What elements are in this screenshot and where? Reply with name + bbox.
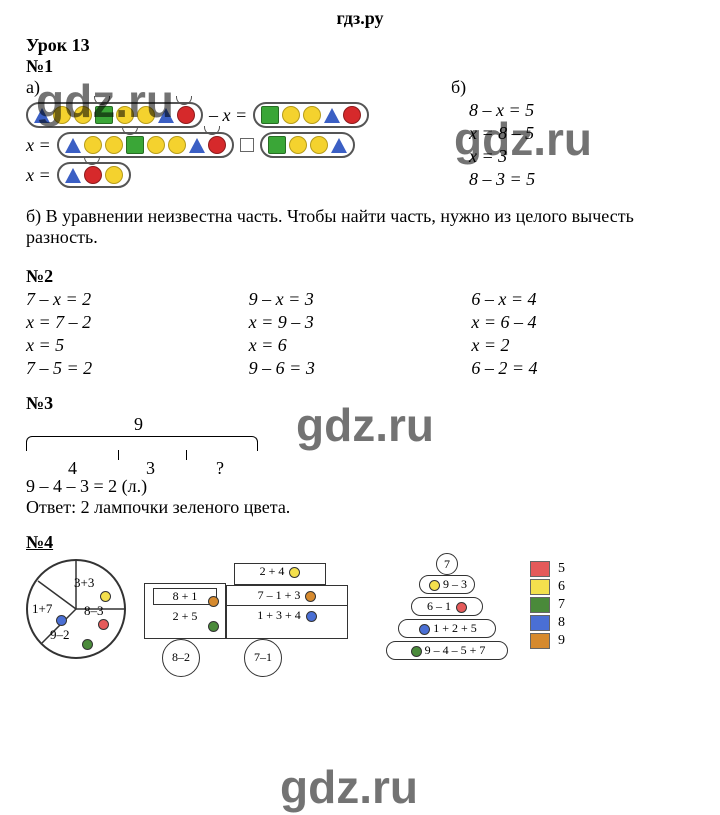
p2-c2-0: 9 – x = 3: [249, 289, 472, 310]
p1-num: №1: [26, 56, 694, 77]
p2-c2-3: 9 – 6 = 3: [249, 358, 472, 379]
p3-ans: Ответ: 2 лампочки зеленого цвета.: [26, 497, 694, 518]
legend: 5 6 7 8 9: [530, 559, 565, 651]
pill-whole: [26, 102, 203, 128]
p2-c1-0: 7 – x = 2: [26, 289, 249, 310]
p1-explain: б) В уравнении неизвестна часть. Чтобы н…: [26, 206, 694, 248]
pyr-l1: 9 – 3: [443, 577, 467, 591]
p4-num: №4: [26, 532, 694, 553]
p2-c3-1: x = 6 – 4: [471, 312, 694, 333]
pill-diff2: [260, 132, 355, 158]
p1-b-eq1: 8 – x = 5: [469, 100, 694, 121]
p2-c1-3: 7 – 5 = 2: [26, 358, 249, 379]
p2-c1-1: x = 7 – 2: [26, 312, 249, 333]
p1-a-line1: – x =: [26, 102, 421, 128]
legend-sw-8: [530, 615, 550, 631]
pie-a: 3+3: [74, 575, 94, 591]
legend-sw-7: [530, 597, 550, 613]
p1-b-label: б): [451, 77, 466, 97]
p1-a-line2: x =: [26, 132, 421, 158]
truck-mid: 7 – 1 + 3: [258, 588, 301, 602]
p4-row: 3+3 8–3 1+7 9–2 8 + 1 2 + 5 2 + 4 7 –: [26, 559, 694, 689]
legend-sw-9: [530, 633, 550, 649]
legend-sw-5: [530, 561, 550, 577]
minus-box: [240, 138, 254, 152]
p2-c3-2: x = 2: [471, 335, 694, 356]
pie-b: 8–3: [84, 603, 104, 619]
p3-n4: 4: [68, 458, 77, 479]
lesson-title: Урок 13: [26, 35, 694, 56]
p2-c3-3: 6 – 2 = 4: [471, 358, 694, 379]
truck-bot: 1 + 3 + 4: [257, 608, 301, 622]
pill-whole2: [57, 132, 234, 158]
p2-c1-2: x = 5: [26, 335, 249, 356]
pyr-l2: 6 – 1: [427, 599, 451, 613]
p3-calc: 9 – 4 – 3 = 2 (л.): [26, 476, 694, 497]
p3-nine: 9: [134, 414, 143, 435]
truck-top: 2 + 4: [260, 564, 285, 578]
legend-6: 6: [558, 579, 565, 595]
site-header: гдз.ру: [0, 0, 720, 29]
p3-nq: ?: [216, 458, 224, 479]
p3-n3: 3: [146, 458, 155, 479]
p2-c2-2: x = 6: [249, 335, 472, 356]
pyr-top: 7: [444, 557, 450, 571]
p1-row: а) – x = x =: [26, 77, 694, 192]
p1-a-label: а): [26, 77, 40, 97]
legend-sw-6: [530, 579, 550, 595]
p3-diagram: 9 4 3 ?: [26, 418, 256, 476]
p1-b-eq3: x = 3: [469, 146, 694, 167]
legend-9: 9: [558, 633, 565, 649]
pill-diff: [253, 102, 369, 128]
truck-wheel2: 7–1: [244, 639, 282, 677]
pie-c: 1+7: [32, 601, 52, 617]
pyr-l3: 1 + 2 + 5: [433, 621, 477, 635]
pyr-l4: 9 – 4 – 5 + 7: [425, 643, 486, 657]
p1-b-eq4: 8 – 3 = 5: [469, 169, 694, 190]
p2-c3-0: 6 – x = 4: [471, 289, 694, 310]
p2-num: №2: [26, 266, 694, 287]
legend-8: 8: [558, 615, 565, 631]
watermark: gdz.ru: [280, 760, 418, 814]
pie-chart: 3+3 8–3 1+7 9–2: [26, 559, 126, 659]
truck: 8 + 1 2 + 5 2 + 4 7 – 1 + 3 1 + 3 + 4: [144, 559, 364, 679]
pie-d: 9–2: [50, 627, 70, 643]
page-content: Урок 13 №1 а) – x =: [0, 29, 720, 689]
pyramid: 7 9 – 3 6 – 1 1 + 2 + 5 9 – 4 – 5 + 7: [382, 559, 512, 689]
legend-5: 5: [558, 561, 565, 577]
p2-row: 7 – x = 2 x = 7 – 2 x = 5 7 – 5 = 2 9 – …: [26, 287, 694, 381]
truck-wheel1: 8–2: [162, 639, 200, 677]
p2-c2-1: x = 9 – 3: [249, 312, 472, 333]
pill-result: [57, 162, 131, 188]
p1-b-eq2: x = 8 – 5: [469, 123, 694, 144]
p3-num: №3: [26, 393, 694, 414]
p1-a-line3: x =: [26, 162, 421, 188]
legend-7: 7: [558, 597, 565, 613]
